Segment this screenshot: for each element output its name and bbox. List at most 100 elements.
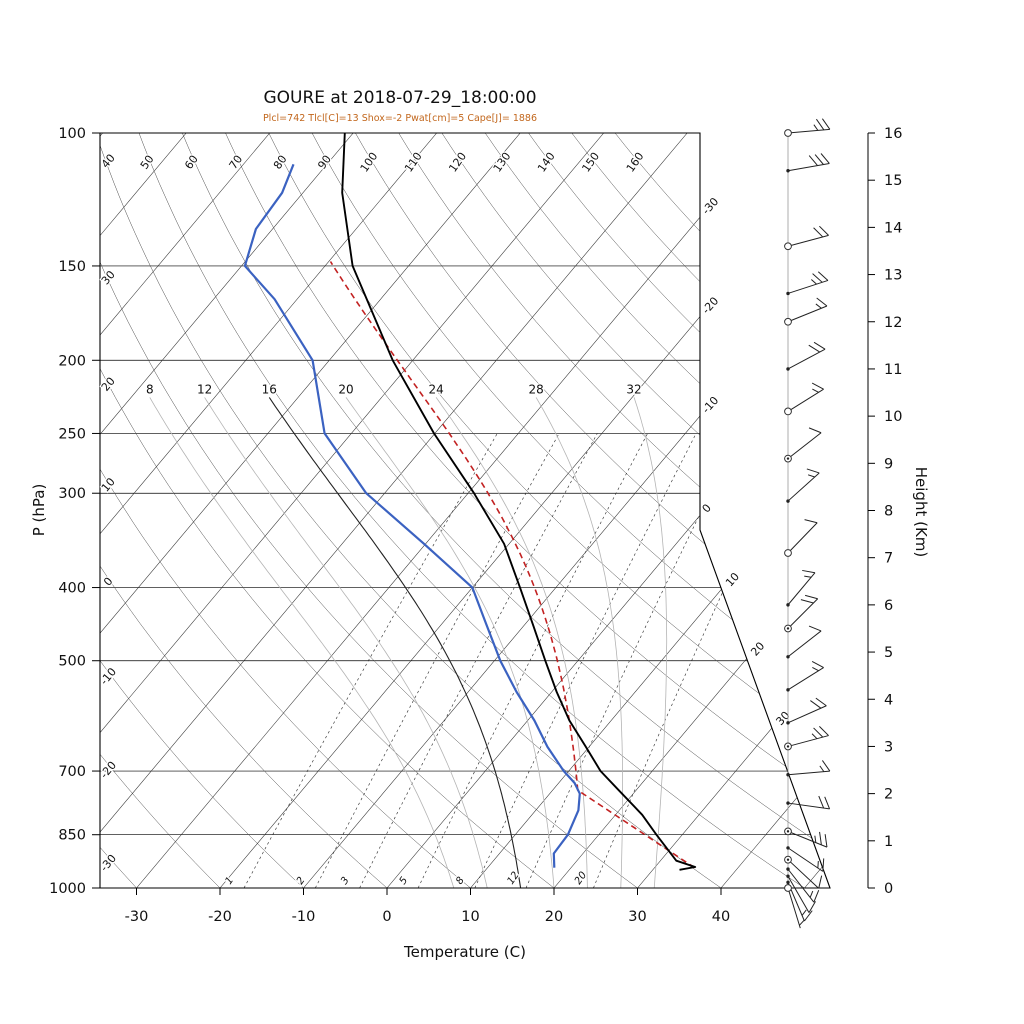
temp-tick-label: 40 — [712, 909, 730, 925]
mixing-ratio-line — [315, 433, 560, 888]
wind-barb — [786, 760, 831, 777]
pressure-tick-label: 700 — [58, 764, 86, 780]
station-dot — [786, 169, 790, 173]
dry-adiabat-line — [182, 133, 830, 888]
moist-adiabat-line — [149, 397, 455, 888]
dry-adiabat-line — [138, 133, 805, 888]
dewpoint-curve — [243, 163, 581, 868]
mixing-ratio-label: 2 — [295, 875, 308, 887]
isotherm-line — [100, 133, 604, 888]
barb-full — [816, 297, 828, 307]
temperature-curve — [341, 133, 697, 871]
barb-half — [807, 474, 815, 478]
height-tick-label: 16 — [884, 126, 902, 142]
height-tick-label: 10 — [884, 409, 902, 425]
pressure-tick-label: 400 — [58, 581, 86, 597]
isotherm-line — [219, 133, 830, 888]
pressure-tick-label: 850 — [58, 828, 86, 844]
dry-adiabat-line — [528, 133, 830, 888]
wind-barb — [784, 519, 818, 557]
station-circle — [784, 129, 792, 137]
barb-stem — [787, 847, 824, 872]
temp-tick-label: -10 — [292, 909, 316, 925]
barb-full — [812, 273, 823, 283]
barb-half — [801, 909, 807, 916]
barb-full — [802, 569, 816, 574]
barb-stem — [787, 859, 820, 889]
plot-area — [100, 133, 830, 888]
dry-adiabat-label: -20 — [98, 759, 120, 781]
station-circle — [784, 407, 792, 416]
moist-adiabat-label: 20 — [338, 382, 353, 396]
height-tick-label: 15 — [884, 173, 902, 189]
station-dot — [786, 721, 790, 725]
barb-full — [819, 831, 822, 845]
isotherm-line — [553, 133, 830, 888]
isotherm-label: -20 — [700, 295, 722, 317]
dry-adiabat-label: -10 — [98, 665, 120, 687]
mixing-ratio-line — [243, 433, 498, 888]
barb-stem — [787, 802, 830, 810]
wind-barb — [786, 697, 827, 725]
wind-barb — [786, 867, 820, 903]
barb-full — [806, 468, 820, 474]
pressure-tick-label: 1000 — [49, 881, 86, 897]
wind-barb — [786, 271, 829, 296]
dry-adiabat-line — [355, 133, 830, 888]
moist-adiabat-label: 12 — [197, 382, 212, 396]
dry-adiabat-line — [571, 133, 830, 888]
wind-barb — [786, 468, 820, 503]
station-dot — [786, 367, 790, 371]
station-circle — [784, 242, 792, 251]
station-circle — [784, 317, 792, 326]
wind-barb — [784, 884, 805, 929]
barb-half — [814, 835, 817, 843]
dry-adiabat-line — [100, 133, 638, 888]
barb-half — [815, 303, 822, 309]
isotherm-line — [100, 133, 437, 888]
wind-barb — [786, 153, 830, 173]
barb-stem — [787, 770, 830, 776]
mixing-ratio-line — [474, 433, 697, 888]
barb-half — [810, 279, 817, 285]
station-circle — [784, 549, 792, 557]
dry-adiabat-line — [100, 133, 304, 888]
barb-full — [813, 227, 824, 238]
pressure-tick-label: 200 — [58, 353, 86, 369]
dry-adiabat-label: 100 — [358, 150, 381, 175]
station-dot — [786, 773, 790, 777]
barb-full — [818, 795, 825, 809]
height-tick-label: 4 — [884, 692, 893, 708]
station-dot — [786, 688, 790, 692]
station-dot — [786, 830, 790, 833]
moist-adiabat-line — [204, 397, 488, 888]
temp-tick-label: -20 — [208, 909, 232, 925]
height-tick-label: 2 — [884, 787, 893, 803]
barb-full — [805, 594, 818, 600]
barb-full — [820, 153, 830, 164]
wind-barb — [786, 795, 831, 810]
station-dot — [786, 880, 790, 885]
wind-barb — [784, 118, 831, 137]
dry-adiabat-label: 20 — [99, 375, 118, 394]
height-tick-label: 11 — [884, 362, 902, 378]
moist-adiabat-label: 8 — [146, 382, 154, 396]
dry-adiabat-label: -30 — [98, 852, 120, 874]
dry-adiabat-line — [225, 133, 830, 888]
isotherm-label: 30 — [773, 709, 792, 728]
barb-full — [808, 344, 821, 353]
barb-full — [824, 796, 831, 810]
height-tick-label: 6 — [884, 598, 893, 614]
mixing-ratio-label: 1 — [223, 875, 236, 887]
dry-adiabat-line — [614, 133, 830, 888]
wind-barb — [786, 874, 816, 913]
isotherm-line — [100, 133, 103, 888]
dry-adiabat-label: 140 — [535, 150, 558, 175]
height-tick-label: 7 — [884, 551, 893, 567]
barb-stem — [787, 388, 824, 412]
pressure-tick-label: 300 — [58, 486, 86, 502]
isotherm-line — [637, 133, 830, 888]
barb-full — [808, 901, 816, 913]
wind-barb — [786, 625, 822, 659]
